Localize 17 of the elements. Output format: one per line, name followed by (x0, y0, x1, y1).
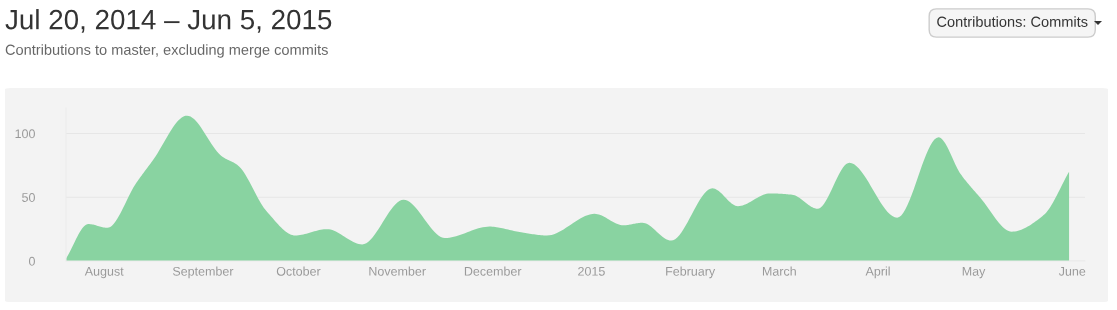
x-tick-label: June (1058, 267, 1086, 276)
x-tick-label: November (369, 266, 426, 276)
x-tick-label: April (865, 266, 890, 279)
x-tick-label: August (84, 267, 124, 279)
chart-subtitle: Contributions to master, excluding merge commits (5, 44, 328, 58)
y-tick-label: 100 (15, 129, 35, 139)
x-tick-label: October (276, 266, 321, 276)
x-tick-label: February (666, 266, 716, 279)
chart-title: Jul 20, 2014 – Jun 5, 2015 (5, 9, 332, 33)
x-tick-label: 2015 (578, 266, 605, 276)
x-tick-label: March (762, 266, 796, 276)
x-tick-label: December (464, 266, 522, 276)
text: Contributions: Commits (937, 16, 1088, 27)
x-tick-label: September (172, 266, 234, 279)
y-tick-label: 0 (28, 256, 35, 266)
x-tick-label: May (962, 267, 986, 279)
y-tick-label: 50 (22, 193, 35, 202)
